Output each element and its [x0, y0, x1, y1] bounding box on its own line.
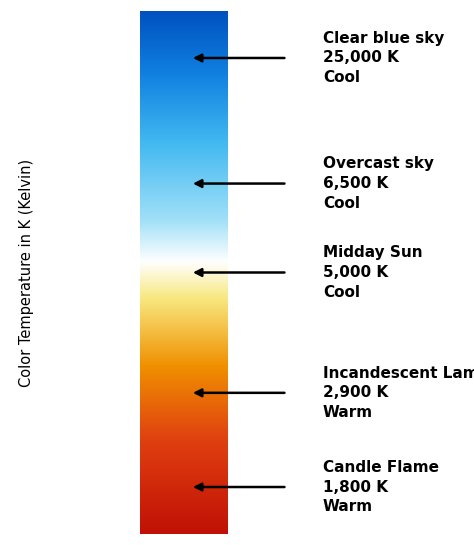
- Text: Overcast sky
6,500 K
Cool: Overcast sky 6,500 K Cool: [323, 156, 434, 211]
- Text: Color Temperature in K (Kelvin): Color Temperature in K (Kelvin): [18, 159, 34, 386]
- Text: Incandescent Lamp
2,900 K
Warm: Incandescent Lamp 2,900 K Warm: [323, 366, 474, 420]
- Text: Candle Flame
1,800 K
Warm: Candle Flame 1,800 K Warm: [323, 460, 439, 514]
- Text: Midday Sun
5,000 K
Cool: Midday Sun 5,000 K Cool: [323, 245, 422, 300]
- Text: Clear blue sky
25,000 K
Cool: Clear blue sky 25,000 K Cool: [323, 31, 444, 85]
